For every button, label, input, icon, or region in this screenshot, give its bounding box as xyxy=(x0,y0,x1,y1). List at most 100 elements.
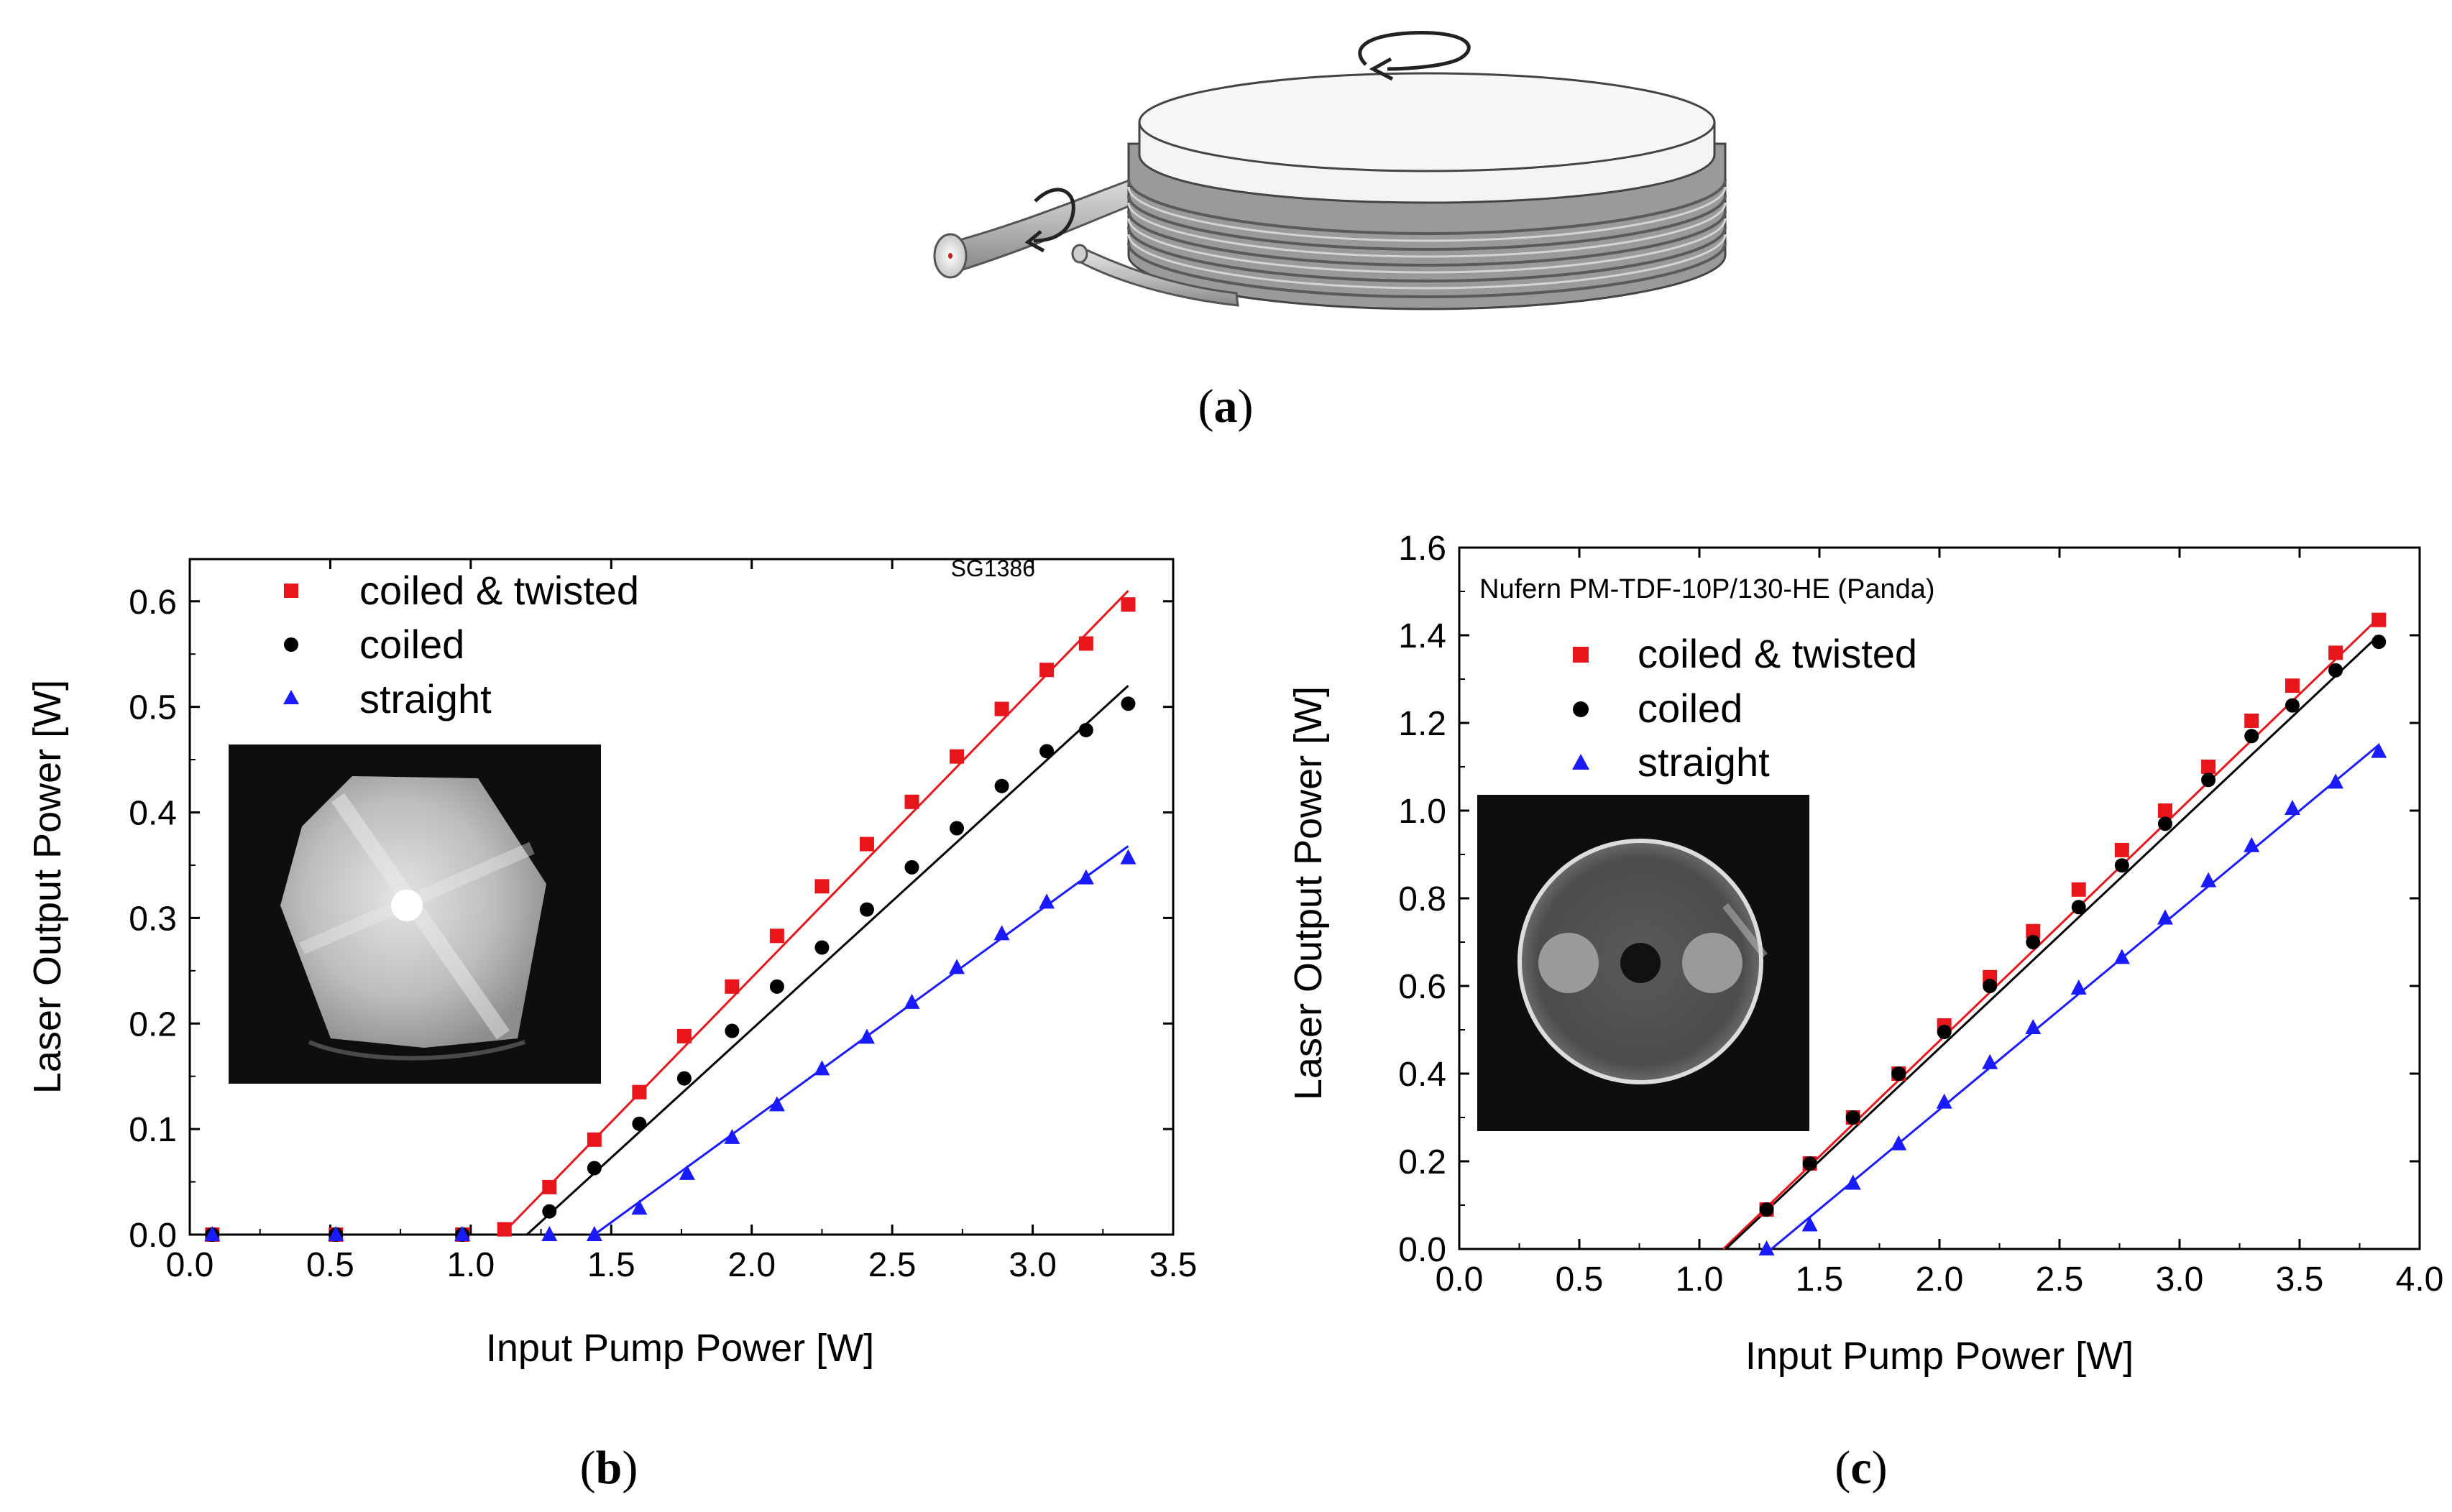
x-tick-label: 3.0 xyxy=(1009,1246,1057,1284)
data-point-coiled xyxy=(1039,744,1055,759)
data-point-coiled-and-twisted xyxy=(587,1132,602,1147)
x-tick-label: 3.0 xyxy=(2156,1260,2204,1299)
y-tick-label: 1.4 xyxy=(1398,617,1446,655)
chart-c-y-axis-title: Laser Output Power [W] xyxy=(1287,686,1330,1100)
y-tick-label: 0.2 xyxy=(1398,1143,1446,1181)
data-point-coiled xyxy=(1937,1025,1952,1040)
legend-label-coiled-twisted: coiled & twisted xyxy=(1638,631,1917,676)
chart-c-x-axis-title: Input Pump Power [W] xyxy=(1745,1334,2134,1378)
inset-b-ring xyxy=(308,1040,525,1061)
chart-c-inset-photo xyxy=(1477,795,1809,1131)
data-point-straight xyxy=(904,993,920,1009)
data-point-straight xyxy=(768,1096,785,1112)
legend-label-coiled: coiled xyxy=(1638,686,1742,731)
data-point-coiled xyxy=(1759,1202,1774,1217)
data-point-coiled xyxy=(2071,900,2086,915)
y-tick-label: 0.1 xyxy=(129,1111,177,1149)
data-point-coiled-and-twisted xyxy=(2244,713,2259,728)
data-point-coiled xyxy=(2201,773,2216,788)
chart-b-legend: coiled & twisted coiled straight xyxy=(283,568,639,722)
data-point-straight xyxy=(2025,1018,2042,1034)
data-point-straight xyxy=(993,925,1010,941)
data-point-coiled xyxy=(769,979,784,994)
data-point-straight xyxy=(328,1226,344,1241)
data-point-coiled-and-twisted xyxy=(859,836,874,852)
y-tick-label: 0.2 xyxy=(129,1005,177,1043)
coil-winding-highlights xyxy=(1127,186,1727,290)
data-point-coiled xyxy=(2371,635,2387,650)
panel-a-label: (a) xyxy=(1198,380,1254,433)
inset-b-streak xyxy=(331,793,510,1040)
data-point-straight xyxy=(1801,1216,1818,1232)
legend-label-straight: straight xyxy=(1638,739,1770,785)
data-point-coiled-and-twisted xyxy=(994,701,1009,716)
data-point-coiled-and-twisted xyxy=(814,879,830,894)
y-tick-label: 0.3 xyxy=(129,900,177,938)
data-point-coiled xyxy=(859,902,874,917)
data-point-coiled-and-twisted xyxy=(2026,923,2041,939)
legend-marker-straight xyxy=(1572,754,1589,770)
x-tick-label: 1.0 xyxy=(446,1246,495,1284)
y-tick-label: 0.6 xyxy=(1398,968,1446,1006)
chart-b-inset-photo xyxy=(229,745,601,1084)
data-point-coiled xyxy=(2026,935,2041,949)
data-point-straight xyxy=(454,1226,471,1241)
data-point-straight xyxy=(814,1060,830,1076)
data-point-coiled xyxy=(2328,663,2343,678)
data-point-coiled xyxy=(2285,698,2300,713)
chart-c-fit-lines xyxy=(1722,617,2380,1250)
data-point-coiled xyxy=(1891,1066,1906,1081)
fit-line-coiled-and-twisted xyxy=(500,590,1129,1236)
data-point-coiled xyxy=(2114,858,2129,873)
data-point-coiled xyxy=(1078,722,1093,737)
data-point-coiled-and-twisted xyxy=(769,928,784,944)
chart-b-data-points xyxy=(204,597,1137,1242)
data-point-straight xyxy=(2284,799,2300,815)
data-point-straight xyxy=(2200,872,2217,888)
chart-c-ticks: 0.0 0.5 1.0 1.5 2.0 2.5 3.0 3.5 4.0 0.0 0.2 0.4 0.6 0… xyxy=(1398,530,2443,1299)
data-point-coiled-and-twisted xyxy=(1078,636,1093,651)
data-point-coiled-and-twisted xyxy=(725,979,740,994)
x-tick-label: 0.5 xyxy=(1556,1260,1604,1299)
data-point-straight xyxy=(1039,893,1055,909)
data-point-coiled xyxy=(814,940,830,955)
disk-top xyxy=(1138,72,1716,172)
x-tick-label: 0.0 xyxy=(166,1246,214,1284)
data-point-straight xyxy=(2328,773,2344,789)
data-point-straight xyxy=(586,1226,602,1241)
data-point-coiled-and-twisted xyxy=(904,794,919,809)
y-tick-label: 0.6 xyxy=(129,584,177,622)
data-point-coiled-and-twisted xyxy=(2201,760,2216,774)
y-tick-label: 0.8 xyxy=(1398,880,1446,918)
fiber-tail-end xyxy=(1071,244,1088,264)
data-point-coiled-and-twisted xyxy=(497,1222,512,1237)
data-point-coiled xyxy=(676,1071,692,1086)
data-point-coiled xyxy=(1983,979,1998,993)
chart-c: Nufern PM-TDF-10P/130-HE (Panda) 0.0 0.5 1… xyxy=(1287,530,2443,1378)
fit-line-coiled xyxy=(1725,634,2380,1250)
data-point-straight xyxy=(1120,849,1137,865)
inset-c-core xyxy=(1620,943,1661,983)
x-tick-label: 3.5 xyxy=(1149,1246,1198,1284)
inset-c-streak xyxy=(1722,903,1768,959)
legend-marker-coiled xyxy=(1573,701,1589,717)
data-point-coiled-and-twisted xyxy=(1121,597,1136,612)
data-point-straight xyxy=(541,1226,558,1241)
data-point-straight xyxy=(2070,979,2087,995)
legend-marker-straight xyxy=(283,690,299,704)
y-tick-label: 0.5 xyxy=(129,689,177,727)
legend-marker-coiled-twisted xyxy=(1573,647,1589,663)
data-point-straight xyxy=(2371,742,2387,758)
chart-b-y-axis-title: Laser Output Power [W] xyxy=(26,680,69,1094)
x-tick-label: 2.5 xyxy=(868,1246,917,1284)
y-tick-label: 0.4 xyxy=(129,795,177,833)
x-tick-label: 3.5 xyxy=(2276,1260,2324,1299)
chart-b-ticks: 0.0 0.5 1.0 1.5 2.0 2.5 3.0 3.5 0.0 0.1 0.2 0.3 0.4 0… xyxy=(129,559,1197,1284)
data-point-straight xyxy=(2113,949,2130,964)
data-point-coiled-and-twisted xyxy=(2114,842,2129,857)
twist-arrow xyxy=(1033,188,1075,243)
fit-line-coiled-and-twisted xyxy=(1722,617,2380,1250)
data-point-straight xyxy=(679,1164,695,1180)
data-point-straight xyxy=(2244,836,2260,852)
